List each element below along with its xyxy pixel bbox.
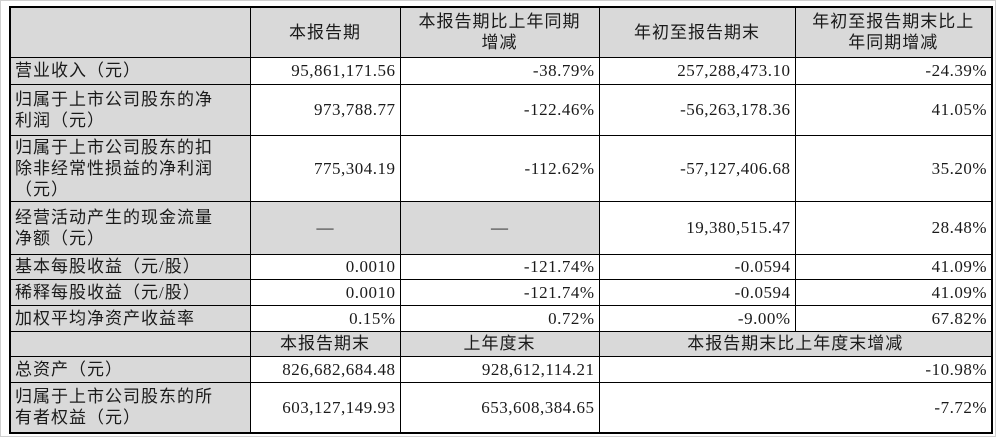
value-cell: -9.00% xyxy=(598,304,796,332)
value-cell: -38.79% xyxy=(399,56,600,85)
header-ytd-vs-prior-yoy: 年初至报告期末比上 年同期增减 xyxy=(794,6,993,58)
table-row: 加权平均净资产收益率 0.15% 0.72% -9.00% 67.82% xyxy=(9,304,993,332)
value-cell-dash: — xyxy=(399,200,600,255)
value-cell: 826,682,684.48 xyxy=(249,355,401,383)
subheader-period-end: 本报告期末 xyxy=(249,330,401,357)
table-row: 总资产（元） 826,682,684.48 928,612,114.21 -10… xyxy=(9,355,993,383)
value-cell: -121.74% xyxy=(399,278,600,306)
value-cell: 0.72% xyxy=(399,304,600,332)
table-row: 营业收入（元） 95,861,171.56 -38.79% 257,288,47… xyxy=(9,56,993,85)
value-cell: 28.48% xyxy=(794,200,993,255)
value-cell: 67.82% xyxy=(794,304,993,332)
subheader-change: 本报告期末比上年度末增减 xyxy=(598,330,993,357)
value-cell: 775,304.19 xyxy=(249,134,401,202)
table-row: 归属于上市公司股东的所 有者权益（元） 603,127,149.93 653,6… xyxy=(9,381,993,434)
value-cell: 653,608,384.65 xyxy=(399,381,600,434)
row-label-diluted-eps: 稀释每股收益（元/股） xyxy=(9,278,251,306)
table-row: 基本每股收益（元/股） 0.0010 -121.74% -0.0594 41.0… xyxy=(9,253,993,280)
value-cell: 0.0010 xyxy=(249,253,401,280)
value-cell: -0.0594 xyxy=(598,253,796,280)
value-cell: 0.0010 xyxy=(249,278,401,306)
value-cell: -0.0594 xyxy=(598,278,796,306)
table-row: 归属于上市公司股东的扣 除非经常性损益的净利润 （元） 775,304.19 -… xyxy=(9,134,993,202)
value-cell: 19,380,515.47 xyxy=(598,200,796,255)
value-cell-change: -7.72% xyxy=(598,381,993,434)
value-cell: 603,127,149.93 xyxy=(249,381,401,434)
value-cell: -56,263,178.36 xyxy=(598,83,796,136)
row-label-basic-eps: 基本每股收益（元/股） xyxy=(9,253,251,280)
table-row: 经营活动产生的现金流量 净额（元） — — 19,380,515.47 28.4… xyxy=(9,200,993,255)
value-cell: 41.09% xyxy=(794,278,993,306)
row-label-owners-equity: 归属于上市公司股东的所 有者权益（元） xyxy=(9,381,251,434)
value-cell-dash: — xyxy=(249,200,401,255)
table-header-row: 本报告期 本报告期比上年同期 增减 年初至报告期末 年初至报告期末比上 年同期增… xyxy=(9,6,993,58)
subheader-blank-cell xyxy=(9,330,251,357)
value-cell: 35.20% xyxy=(794,134,993,202)
value-cell: 41.09% xyxy=(794,253,993,280)
value-cell: 95,861,171.56 xyxy=(249,56,401,85)
row-label-operating-revenue: 营业收入（元） xyxy=(9,56,251,85)
header-blank-cell xyxy=(9,6,251,58)
header-current-period: 本报告期 xyxy=(249,6,401,58)
header-ytd: 年初至报告期末 xyxy=(598,6,796,58)
row-label-operating-cash-flow: 经营活动产生的现金流量 净额（元） xyxy=(9,200,251,255)
financial-summary-table: 本报告期 本报告期比上年同期 增减 年初至报告期末 年初至报告期末比上 年同期增… xyxy=(9,6,993,434)
value-cell: -57,127,406.68 xyxy=(598,134,796,202)
value-cell: 257,288,473.10 xyxy=(598,56,796,85)
row-label-net-profit: 归属于上市公司股东的净 利润（元） xyxy=(9,83,251,136)
table-row: 稀释每股收益（元/股） 0.0010 -121.74% -0.0594 41.0… xyxy=(9,278,993,306)
table-subheader-row: 本报告期末 上年度末 本报告期末比上年度末增减 xyxy=(9,330,993,357)
value-cell: -121.74% xyxy=(399,253,600,280)
value-cell: 41.05% xyxy=(794,83,993,136)
value-cell: -24.39% xyxy=(794,56,993,85)
row-label-weighted-roe: 加权平均净资产收益率 xyxy=(9,304,251,332)
subheader-prior-year-end: 上年度末 xyxy=(399,330,600,357)
value-cell: 973,788.77 xyxy=(249,83,401,136)
row-label-net-profit-excl-nonrecurring: 归属于上市公司股东的扣 除非经常性损益的净利润 （元） xyxy=(9,134,251,202)
value-cell: -112.62% xyxy=(399,134,600,202)
table-row: 归属于上市公司股东的净 利润（元） 973,788.77 -122.46% -5… xyxy=(9,83,993,136)
value-cell: 928,612,114.21 xyxy=(399,355,600,383)
row-label-total-assets: 总资产（元） xyxy=(9,355,251,383)
value-cell: 0.15% xyxy=(249,304,401,332)
value-cell: -122.46% xyxy=(399,83,600,136)
header-current-vs-prior-yoy: 本报告期比上年同期 增减 xyxy=(399,6,600,58)
value-cell-change: -10.98% xyxy=(598,355,993,383)
